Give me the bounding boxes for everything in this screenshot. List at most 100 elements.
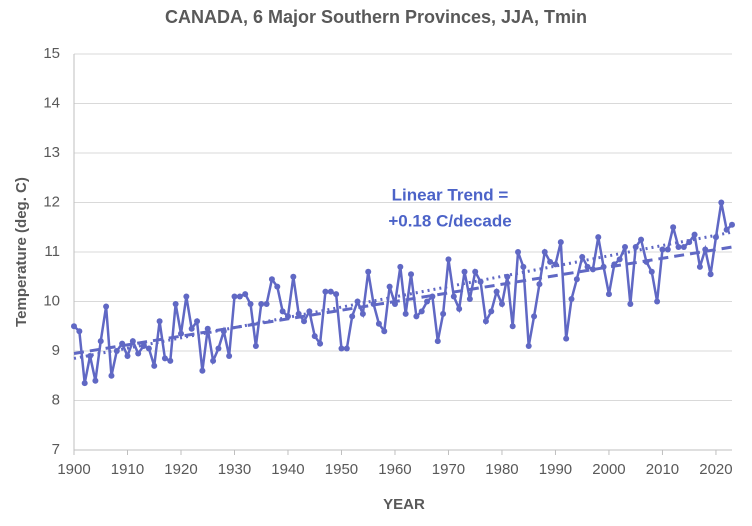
data-point bbox=[301, 318, 308, 325]
data-point bbox=[461, 268, 468, 275]
data-point bbox=[365, 268, 372, 275]
data-point bbox=[557, 239, 564, 246]
data-point bbox=[670, 224, 677, 231]
x-tick-label: 1960 bbox=[378, 461, 411, 478]
data-point bbox=[718, 199, 725, 206]
data-point bbox=[338, 345, 345, 352]
data-point bbox=[413, 313, 420, 320]
data-point bbox=[236, 293, 243, 300]
y-tick-label: 10 bbox=[43, 292, 60, 309]
data-point bbox=[156, 318, 163, 325]
data-point bbox=[525, 343, 532, 350]
annotation: Linear Trend = bbox=[392, 185, 509, 204]
data-point bbox=[199, 367, 206, 374]
data-point bbox=[638, 236, 645, 243]
y-tick-label: 15 bbox=[43, 45, 60, 62]
data-point bbox=[194, 318, 201, 325]
annotation: +0.18 C/decade bbox=[388, 211, 511, 230]
data-point bbox=[76, 328, 83, 335]
data-point bbox=[536, 281, 543, 288]
data-point bbox=[92, 377, 99, 384]
data-point bbox=[327, 288, 334, 295]
data-point bbox=[247, 300, 254, 307]
x-tick-label: 1910 bbox=[111, 461, 144, 478]
data-point bbox=[440, 310, 447, 317]
data-point bbox=[648, 268, 655, 275]
data-point bbox=[71, 323, 77, 330]
data-point bbox=[97, 338, 104, 345]
data-point bbox=[279, 308, 286, 315]
data-point bbox=[231, 293, 238, 300]
data-point bbox=[402, 310, 409, 317]
x-tick-label: 1950 bbox=[325, 461, 358, 478]
data-point bbox=[333, 291, 340, 298]
data-point bbox=[664, 246, 671, 253]
data-point bbox=[547, 258, 554, 265]
data-point bbox=[81, 380, 88, 387]
y-axis-label: Temperature (deg. C) bbox=[13, 177, 30, 327]
data-point bbox=[552, 261, 559, 268]
data-point bbox=[654, 298, 661, 305]
data-point bbox=[472, 268, 479, 275]
data-point bbox=[167, 357, 174, 364]
data-point bbox=[258, 300, 265, 307]
data-point bbox=[488, 308, 495, 315]
data-point bbox=[151, 362, 158, 369]
data-point bbox=[482, 318, 489, 325]
data-point bbox=[188, 325, 195, 332]
data-point bbox=[322, 288, 329, 295]
data-point bbox=[252, 343, 259, 350]
y-tick-label: 13 bbox=[43, 144, 60, 161]
data-point bbox=[515, 249, 522, 255]
data-point bbox=[659, 246, 666, 253]
data-point bbox=[520, 263, 527, 270]
data-point bbox=[349, 313, 356, 320]
data-point bbox=[579, 253, 586, 260]
x-tick-label: 1930 bbox=[218, 461, 251, 478]
x-tick-label: 1900 bbox=[57, 461, 90, 478]
data-point bbox=[696, 263, 703, 270]
y-tick-label: 8 bbox=[52, 391, 60, 408]
data-point bbox=[242, 291, 249, 298]
data-point bbox=[675, 244, 682, 251]
x-tick-label: 1970 bbox=[432, 461, 465, 478]
y-tick-label: 9 bbox=[52, 342, 60, 359]
data-point bbox=[343, 345, 350, 352]
trend-line bbox=[73, 230, 733, 360]
data-point bbox=[531, 313, 538, 320]
data-point bbox=[616, 256, 623, 263]
data-point bbox=[172, 300, 179, 307]
chart-title: CANADA, 6 Major Southern Provinces, JJA,… bbox=[165, 7, 587, 27]
data-point bbox=[103, 303, 110, 310]
data-point bbox=[418, 308, 425, 315]
data-point bbox=[541, 249, 548, 255]
data-point bbox=[290, 273, 297, 280]
data-point bbox=[573, 276, 580, 283]
data-point bbox=[129, 338, 136, 345]
data-point bbox=[691, 231, 698, 238]
data-point bbox=[226, 352, 233, 359]
data-point bbox=[680, 244, 687, 251]
data-point bbox=[729, 221, 735, 228]
x-tick-label: 1920 bbox=[164, 461, 197, 478]
data-point bbox=[595, 234, 602, 241]
data-point bbox=[386, 283, 393, 290]
data-point bbox=[589, 266, 596, 273]
y-tick-label: 12 bbox=[43, 193, 60, 210]
y-tick-label: 11 bbox=[44, 243, 60, 260]
y-tick-label: 7 bbox=[52, 441, 60, 458]
data-point bbox=[87, 352, 94, 359]
data-point bbox=[424, 298, 431, 305]
data-point bbox=[466, 296, 473, 303]
data-point bbox=[622, 244, 629, 251]
x-tick-label: 1990 bbox=[539, 461, 572, 478]
x-tick-label: 1980 bbox=[485, 461, 518, 478]
data-point bbox=[274, 283, 281, 290]
data-point bbox=[509, 323, 516, 330]
x-tick-label: 2010 bbox=[646, 461, 679, 478]
data-point bbox=[210, 357, 217, 364]
x-tick-label: 2020 bbox=[699, 461, 732, 478]
data-point bbox=[584, 263, 591, 270]
data-point bbox=[183, 293, 190, 300]
data-point bbox=[563, 335, 570, 342]
